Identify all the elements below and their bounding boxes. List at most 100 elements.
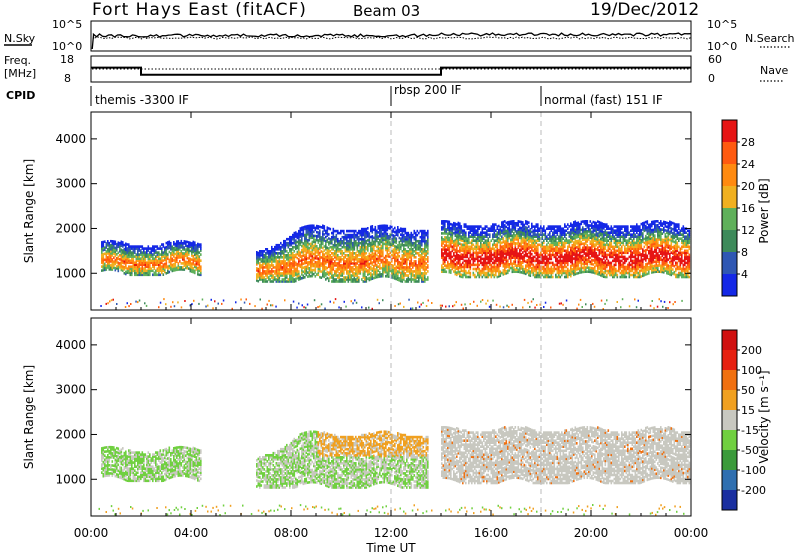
echo-cell [189,263,192,267]
echo-cell [573,223,575,226]
echo-cell [541,243,544,247]
echo-cell [376,257,378,261]
echo-cell [367,261,369,264]
echo-cell [481,235,484,238]
echo-cell [580,271,583,274]
echo-cell [394,269,396,272]
echo-cell [367,231,369,234]
echo-cell [108,258,111,261]
echo-cell [329,241,332,245]
echo-cell [320,226,323,229]
echo-cell [478,263,481,267]
echo-cell [146,253,148,256]
echo-cell [358,278,360,281]
echo-cell [356,280,359,283]
echo-cell [275,274,278,277]
echo-cell [308,242,311,246]
echo-cell [281,268,284,271]
echo-cell [286,268,288,271]
echo-cell [362,270,365,273]
echo-cell [576,242,578,245]
echo-cell [104,266,106,270]
echo-cell [392,230,395,233]
echo-cell [278,245,281,249]
echo-cell [462,253,464,257]
echo-cell [520,265,523,268]
echo-cell [263,278,266,281]
echo-cell [562,233,565,236]
echo-cell [579,251,581,254]
echo-cell [451,233,454,237]
echo-cell [507,249,509,252]
echo-cell [562,255,565,259]
echo-cell [504,258,506,261]
echo-cell [311,246,314,250]
echo-cell [311,234,314,238]
echo-cell [280,250,282,253]
echo-cell [507,235,509,238]
echo-cell [383,270,386,274]
echo-cell [265,254,267,257]
echo-cell [427,270,429,273]
echo-cell [257,267,260,271]
echo-cell [453,223,455,227]
echo-cell [459,274,461,278]
echo-cell [355,256,357,259]
echo-cell [404,248,407,251]
echo-cell [123,265,126,269]
echo-cell [454,270,457,274]
echo-cell [558,227,560,230]
freq-tick-top: 18 [60,53,74,66]
echo-cell [401,254,404,257]
echo-cell [374,272,377,275]
echo-cell [298,229,300,233]
echo-cell [350,260,353,263]
echo-cell [523,267,526,271]
echo-cell [516,232,518,235]
echo-cell [484,239,487,242]
echo-cell [322,260,324,264]
echo-cell [147,247,150,250]
echo-cell [305,251,308,254]
echo-cell [293,272,296,275]
echo-cell [513,228,515,231]
echo-cell [419,254,422,257]
echo-cell [346,266,348,269]
echo-cell [308,230,311,234]
echo-cell [481,275,484,279]
echo-cell [501,253,503,257]
echo-cell [167,267,169,270]
echo-cell [531,269,533,272]
echo-cell [474,245,476,249]
echo-cell [504,250,506,253]
echo-cell [144,265,147,268]
echo-cell [418,243,420,247]
echo-cell [287,270,290,273]
echo-cell [573,257,575,260]
echo-cell [388,241,390,244]
echo-cell [571,272,574,275]
echo-cell [517,262,520,266]
echo-cell [365,241,368,245]
echo-cell [523,223,526,227]
echo-cell [481,231,484,234]
echo-cell [465,263,467,267]
echo-cell [113,248,115,251]
echo-cell [259,252,261,255]
echo-cell [552,231,554,234]
echo-cell [371,269,374,272]
echo-cell [404,266,407,269]
echo-cell [147,253,150,256]
echo-cell [525,222,527,225]
echo-cell [140,249,142,252]
echo-cell [141,269,144,273]
echo-cell [582,270,584,274]
echo-cell [314,234,317,238]
echo-cell [370,261,372,265]
echo-cell [559,271,562,275]
echo-cell [123,257,126,261]
echo-cell [376,237,378,241]
echo-cell [259,266,261,269]
echo-cell [310,274,312,278]
echo-cell [126,253,129,256]
